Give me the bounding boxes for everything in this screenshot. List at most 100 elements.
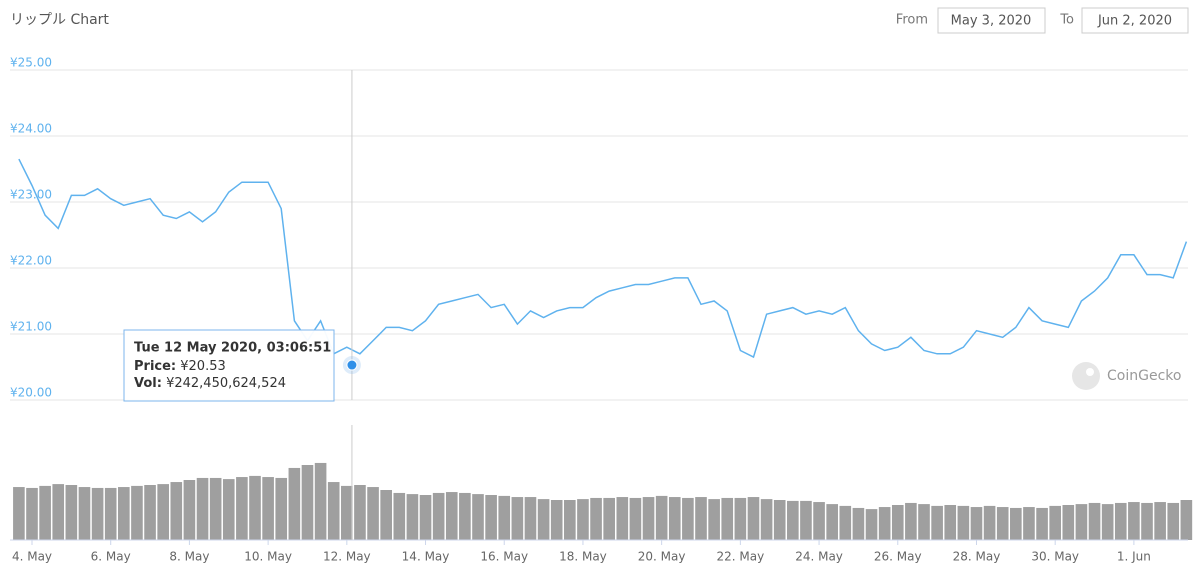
x-tick-label: 30. May — [1031, 550, 1079, 564]
tooltip-price-value: ¥20.53 — [180, 359, 226, 374]
volume-bar — [629, 497, 642, 540]
volume-bar — [524, 497, 537, 540]
volume-bar — [577, 499, 589, 540]
volume-bar — [1167, 502, 1180, 540]
x-tick-label: 18. May — [559, 550, 607, 564]
volume-bar — [668, 497, 681, 540]
x-tick-label: 16. May — [480, 550, 528, 564]
volume-bar — [773, 500, 786, 540]
volume-bar — [301, 465, 314, 540]
volume-bar — [1010, 507, 1022, 540]
volume-bar — [65, 485, 78, 540]
volume-bar — [721, 497, 734, 540]
y-tick-label: ¥21.00 — [10, 320, 52, 334]
volume-bar — [511, 497, 524, 540]
volume-bar — [314, 462, 327, 540]
volume-bar — [1049, 505, 1061, 540]
volume-bar — [918, 504, 930, 540]
volume-bar — [288, 467, 301, 540]
volume-bar — [931, 505, 943, 540]
volume-bar — [52, 484, 65, 540]
volume-bar — [262, 477, 274, 540]
volume-bar — [891, 505, 904, 540]
volume-bar — [878, 507, 891, 540]
x-tick-label: 28. May — [953, 550, 1001, 564]
x-tick-label: 6. May — [91, 550, 131, 564]
volume-bar — [1114, 502, 1127, 540]
volume-bar — [826, 504, 838, 540]
watermark-logo-eye — [1086, 368, 1094, 376]
tooltip-volume-label: Vol: — [134, 376, 162, 391]
volume-bar — [590, 497, 602, 540]
watermark-logo — [1072, 362, 1100, 390]
volume-bar — [1023, 507, 1035, 540]
volume-bar — [485, 495, 497, 540]
volume-bar — [419, 495, 432, 540]
volume-bar — [970, 507, 983, 540]
volume-bar — [341, 485, 353, 540]
volume-bar — [445, 492, 458, 540]
volume-bar — [787, 500, 799, 540]
volume-bar — [196, 477, 209, 540]
volume-bar — [1141, 502, 1153, 540]
volume-bar — [682, 497, 694, 540]
volume-bar — [537, 499, 550, 540]
volume-bar — [459, 492, 471, 540]
to-input[interactable] — [1081, 7, 1189, 34]
x-tick-label: 8. May — [169, 550, 209, 564]
volume-bar — [852, 507, 865, 540]
volume-bar — [13, 487, 25, 540]
volume-bar — [1075, 504, 1088, 540]
x-tick-label: 24. May — [795, 550, 843, 564]
volume-bar — [695, 497, 707, 540]
x-tick-label: 10. May — [244, 550, 292, 564]
volume-bar — [550, 500, 563, 540]
volume-bar — [603, 497, 615, 540]
volume-bar — [275, 477, 288, 540]
volume-bar — [642, 497, 655, 540]
volume-bar — [734, 497, 747, 540]
tooltip-price-label: Price: — [134, 359, 176, 374]
volume-bar — [564, 500, 576, 540]
volume-bar — [104, 487, 117, 540]
volume-bar — [957, 505, 970, 540]
to-date[interactable]: Jun 2, 2020 — [1097, 14, 1172, 29]
tooltip: Tue 12 May 2020, 03:06:51 Price: ¥20.53 … — [123, 329, 335, 402]
volume-bar — [498, 495, 511, 540]
volume-bar — [144, 485, 156, 540]
chart-title: リップル Chart — [10, 12, 109, 28]
from-date[interactable]: May 3, 2020 — [951, 14, 1032, 29]
from-label: From — [896, 13, 928, 28]
volume-bar — [118, 487, 130, 540]
volume-bar — [78, 487, 91, 540]
volume-bar — [1101, 504, 1114, 540]
tooltip-time: Tue 12 May 2020, 03:06:51 — [134, 341, 331, 356]
volume-bar — [616, 497, 629, 540]
x-tick-label: 14. May — [402, 550, 450, 564]
volume-bar — [249, 475, 261, 540]
volume-bar — [800, 500, 812, 540]
tooltip-price: Price: ¥20.53 — [134, 359, 226, 374]
volume-bar — [39, 485, 51, 540]
x-tick-label: 20. May — [638, 550, 686, 564]
volume-bar — [26, 487, 38, 540]
volume-bar — [406, 494, 419, 540]
volume-bar — [1088, 502, 1101, 540]
volume-bar — [996, 507, 1009, 540]
volume-bar — [1036, 507, 1048, 540]
tooltip-point — [346, 359, 358, 371]
volume-bar — [905, 502, 917, 540]
from-input[interactable] — [937, 7, 1046, 34]
volume-bar — [432, 492, 445, 540]
volume-bar — [983, 505, 996, 540]
watermark: CoinGecko — [1072, 362, 1181, 390]
y-tick-label: ¥22.00 — [10, 254, 52, 268]
volume-bar — [131, 485, 143, 540]
volume-bar — [813, 502, 825, 540]
x-tick-label: 26. May — [874, 550, 922, 564]
volume-bar — [1154, 502, 1166, 540]
volume-bar — [1180, 500, 1193, 540]
volume-bar — [865, 509, 878, 540]
price-line — [18, 158, 1188, 359]
